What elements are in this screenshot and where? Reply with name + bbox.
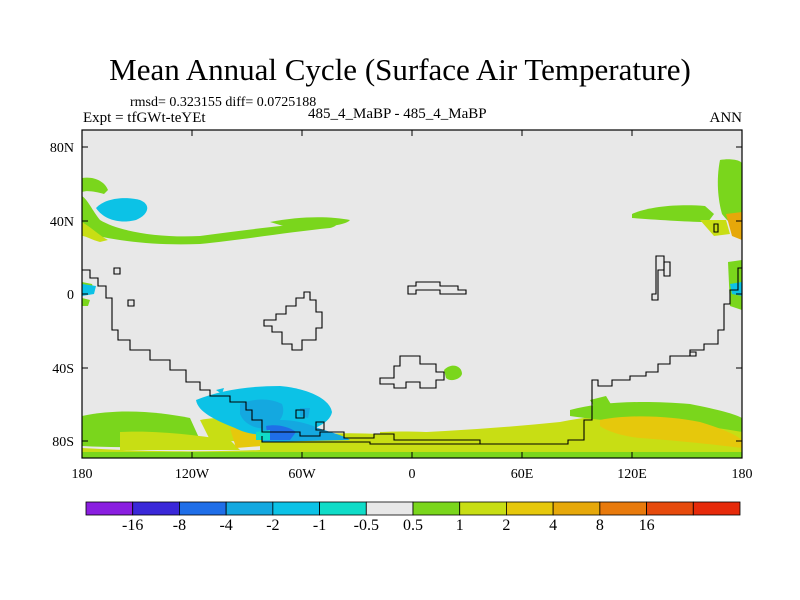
colorbar-label: -4 [219,517,232,534]
colorbar: -16 -8 -4 -2 -1 -0.5 0.5 1 2 4 8 16 [85,501,741,534]
lat-label-40n: 40N [50,215,74,230]
lat-label-80n: 80N [50,141,74,156]
map-panel [81,129,743,459]
lon-label-60w: 60W [288,467,316,482]
axis-ticks [82,130,742,458]
colorbar-label: 4 [549,517,557,534]
lon-label-120w: 120W [175,467,210,482]
lat-label-40s: 40S [52,362,74,377]
lat-label-80s: 80S [52,435,74,450]
colorbar-swatch [272,501,320,516]
colorbar-swatch [506,501,554,516]
colorbar-label: 16 [639,517,655,534]
colorbar-swatch [692,501,741,516]
colorbar-swatch [459,501,507,516]
lon-label-180e: 180 [732,467,753,482]
colorbar-label: 1 [456,517,464,534]
continent-outlines [82,223,742,445]
colorbar-label: 8 [596,517,604,534]
colorbar-label: -2 [266,517,279,534]
lon-label-0: 0 [409,467,416,482]
colorbar-swatch [412,501,461,516]
colorbar-label: -8 [173,517,186,534]
colorbar-label: -1 [313,517,326,534]
experiment-label: Expt = tfGWt-teYEt [83,110,206,126]
colorbar-label: -0.5 [354,517,379,534]
colorbar-label: -16 [122,517,143,534]
colorbar-label: 2 [502,517,510,534]
colorbar-swatch [225,501,274,516]
colorbar-swatch [319,501,367,516]
lon-label-180w: 180 [72,467,93,482]
colorbar-label: 0.5 [403,517,423,534]
case-comparison-label: 485_4_MaBP - 485_4_MaBP [308,106,487,122]
season-label: ANN [709,110,743,126]
lon-label-120e: 120E [617,467,647,482]
plot-title: Mean Annual Cycle (Surface Air Temperatu… [109,52,691,87]
colorbar-swatch [599,501,647,516]
warm-anomaly-patches [82,159,742,458]
colorbar-swatch [552,501,601,516]
colorbar-swatch [85,501,134,516]
rmsd-diff-stats: rmsd= 0.323155 diff= 0.0725188 [130,95,317,110]
colorbar-swatch [179,501,227,516]
lat-label-0: 0 [67,288,74,303]
lon-label-60e: 60E [511,467,534,482]
colorbar-swatch [365,501,414,516]
colorbar-swatch [646,501,694,516]
colorbar-swatch [132,501,180,516]
